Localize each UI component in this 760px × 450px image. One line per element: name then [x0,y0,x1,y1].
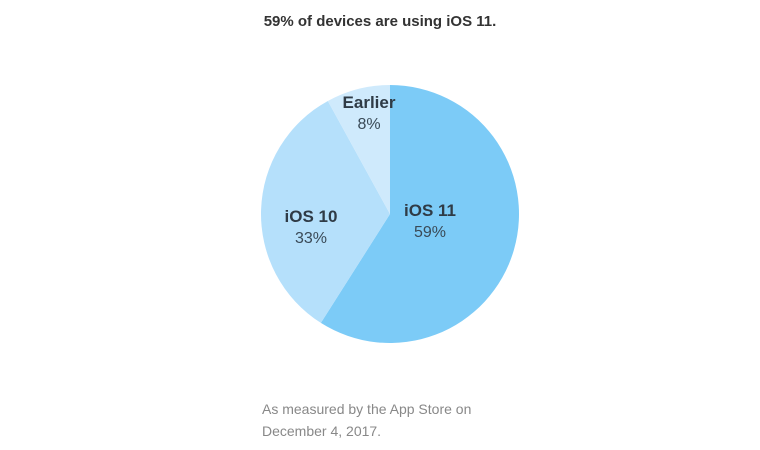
label-ios10: iOS 10 33% [276,206,346,250]
footnote-line1: As measured by the App Store on [262,401,472,417]
label-ios11-name: iOS 11 [404,201,456,220]
pie-slice-ios10 [261,100,390,323]
pie-slice-ios11 [320,85,519,344]
footnote: As measured by the App Store on December… [262,398,562,442]
label-earlier: Earlier 8% [334,92,404,136]
label-ios10-value: 33% [294,230,328,247]
label-ios10-name: iOS 10 [284,207,338,226]
label-earlier-name: Earlier [342,93,396,112]
footnote-line2: December 4, 2017. [262,423,382,439]
label-earlier-value: 8% [357,116,381,133]
label-ios11: iOS 11 59% [395,200,465,244]
label-ios11-value: 59% [413,224,447,241]
pie-slice-earlier [327,85,390,214]
chart-title: 59% of devices are using iOS 11. [263,13,497,30]
